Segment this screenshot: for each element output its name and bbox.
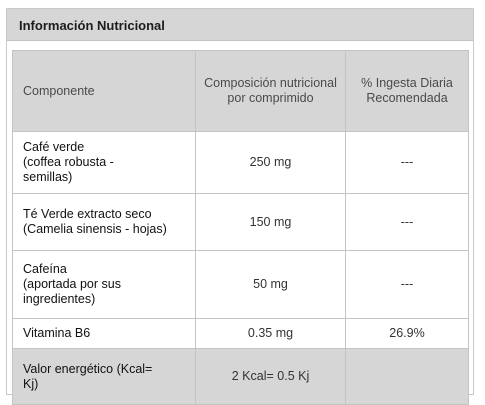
component-detail: (aportada por sus	[23, 277, 121, 291]
title-spacer	[7, 41, 473, 50]
component-cell: Cafeína (aportada por sus ingredientes)	[12, 250, 196, 319]
nutrition-table: Componente Composición nutricional por c…	[12, 50, 469, 405]
component-cell: Vitamina B6	[12, 318, 196, 349]
component-detail: (Camelia sinensis - hojas)	[23, 222, 167, 236]
component-detail: ingredientes)	[23, 292, 96, 306]
percent-cell: 26.9%	[345, 318, 469, 349]
percent-cell: ---	[345, 250, 469, 319]
component-name: Vitamina B6	[23, 326, 91, 340]
amount-cell: 2 Kcal= 0.5 Kj	[195, 348, 346, 405]
table-row: Té Verde extracto seco (Camelia sinensis…	[12, 193, 469, 251]
amount-cell: 0.35 mg	[195, 318, 346, 349]
amount-cell: 150 mg	[195, 193, 346, 251]
header-composition: Composición nutricional por comprimido	[195, 50, 346, 132]
component-name: Café verde	[23, 140, 85, 154]
component-cell: Café verde (coffea robusta - semillas)	[12, 131, 196, 194]
table-row: Vitamina B6 0.35 mg 26.9%	[12, 318, 469, 349]
component-name: Cafeína	[23, 262, 67, 276]
component-detail: Kj)	[23, 376, 39, 391]
component-cell: Té Verde extracto seco (Camelia sinensis…	[12, 193, 196, 251]
table-row-energy: Valor energético (Kcal= Kj) 2 Kcal= 0.5 …	[12, 348, 469, 405]
header-component: Componente	[12, 50, 196, 132]
percent-cell	[345, 348, 469, 405]
percent-cell: ---	[345, 131, 469, 194]
component-detail: semillas)	[23, 170, 73, 184]
table-row: Café verde (coffea robusta - semillas) 2…	[12, 131, 469, 194]
amount-cell: 250 mg	[195, 131, 346, 194]
component-cell: Valor energético (Kcal= Kj)	[12, 348, 196, 405]
table-row: Cafeína (aportada por sus ingredientes) …	[12, 250, 469, 319]
panel-title: Información Nutricional	[7, 9, 473, 41]
header-ingesta: % Ingesta Diaria Recomendada	[345, 50, 469, 132]
nutrition-panel: Información Nutricional Componente Compo…	[6, 8, 474, 405]
component-name: Valor energético (Kcal=	[23, 361, 153, 376]
table-header-row: Componente Composición nutricional por c…	[12, 50, 469, 132]
component-name: Té Verde extracto seco	[23, 207, 152, 221]
amount-cell: 50 mg	[195, 250, 346, 319]
component-detail: (coffea robusta -	[23, 155, 114, 169]
percent-cell: ---	[345, 193, 469, 251]
